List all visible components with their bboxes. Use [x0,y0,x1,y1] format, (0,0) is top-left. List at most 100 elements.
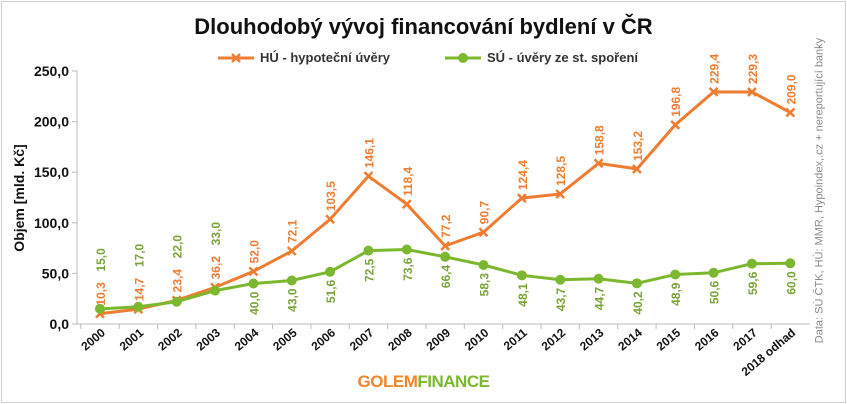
data-label: 43,0 [286,288,300,312]
data-label: 43,7 [554,287,568,311]
x-tick-label: 2002 [155,325,185,353]
data-label: 58,3 [478,273,492,297]
data-point [746,258,757,269]
data-point [708,267,719,278]
legend-marker-circle-icon [445,52,481,63]
x-tick-label: 2016 [692,325,722,353]
x-tick-label: 2010 [462,325,492,353]
data-point [325,214,335,225]
data-point [516,193,527,203]
data-label: 23,4 [171,269,185,293]
data-label: 229,3 [746,54,760,84]
data-point [171,296,182,307]
data-point [440,251,451,262]
data-point [210,285,221,296]
data-label: 48,9 [669,282,683,306]
data-label: 196,8 [669,86,683,116]
data-label: 59,6 [746,271,760,295]
data-point [632,164,642,174]
data-label: 36,2 [209,256,223,280]
data-label: 40,0 [247,291,261,315]
data-label: 44,7 [593,286,607,310]
data-label: 15,0 [94,248,108,272]
data-label: 77,2 [439,214,453,238]
data-label: 50,6 [708,280,722,304]
golem-finance-logo: GOLEMFINANCE [357,372,490,391]
data-label: 153,2 [631,131,645,161]
data-label: 40,2 [631,291,645,315]
x-tick-label: 2008 [385,325,415,353]
x-tick-label: 2003 [194,325,224,353]
y-tick-label: 150,0 [34,164,69,180]
data-label: 66,4 [439,264,453,288]
data-label: 14,7 [132,277,146,301]
y-tick-label: 100,0 [34,215,69,231]
data-point [286,246,297,256]
data-label: 22,0 [171,235,185,259]
data-point [478,227,489,238]
y-tick-label: 250,0 [34,63,69,79]
data-point [708,86,719,97]
data-point [593,273,604,284]
x-tick-label: 2012 [539,325,569,353]
data-point [670,119,681,130]
x-tick-label: 2011 [501,325,530,353]
data-label: 10,3 [94,282,108,306]
data-label: 33,0 [209,222,223,246]
data-label: 158,8 [593,125,607,155]
x-tick-label: 2013 [577,325,607,353]
data-label: 209,0 [784,74,798,104]
y-tick-label: 200,0 [34,114,69,130]
data-label: 103,5 [324,181,338,211]
x-tick-label: 2007 [347,325,377,353]
data-point [670,269,681,280]
data-point [747,87,757,97]
chart-title: Dlouhodobý vývoj financování bydlení v Č… [194,14,653,39]
data-point [133,301,144,312]
legend-marker-x-icon [218,52,254,63]
data-label: 72,1 [286,219,300,243]
data-label: 17,0 [132,243,146,267]
x-tick-label: 2005 [270,325,300,353]
data-point [363,245,374,256]
data-point [478,260,489,271]
x-tick-label: 2001 [117,325,147,353]
y-tick-label: 50,0 [42,265,69,281]
x-tick-label: 2017 [730,325,760,353]
data-point [555,189,566,199]
data-point [631,278,642,289]
data-point [593,158,604,169]
data-label: 90,7 [478,201,492,225]
data-point [401,244,412,255]
data-point [555,274,566,285]
legend-item-hu: HÚ - hypoteční úvěry [218,50,390,65]
data-point [363,171,374,182]
data-point [248,266,259,277]
data-point [286,275,297,286]
x-tick-label: 2000 [78,325,108,353]
data-label: 124,4 [516,160,530,190]
data-point [401,199,412,210]
data-label: 118,4 [401,166,415,196]
data-label: 146,1 [362,138,376,168]
data-point [440,240,451,251]
x-tick-label: 2015 [654,325,684,353]
legend-label: HÚ - hypoteční úvěry [260,50,391,65]
data-label: 72,5 [362,258,376,282]
data-point [785,107,796,118]
data-label: 52,0 [247,240,261,264]
data-point [516,270,527,281]
x-tick-label: 2009 [424,325,454,353]
x-tick-label: 2014 [615,325,645,353]
data-label: 48,1 [516,283,530,307]
data-label: 229,4 [708,53,722,83]
x-tick-label: 2006 [309,325,339,353]
legend-item-su: SÚ - úvěry ze st. spoření [445,50,638,65]
legend-label: SÚ - úvěry ze st. spoření [487,50,638,65]
data-point [785,258,796,269]
data-label: 128,5 [554,156,568,186]
data-point [248,278,259,289]
data-label: 73,6 [401,257,415,281]
